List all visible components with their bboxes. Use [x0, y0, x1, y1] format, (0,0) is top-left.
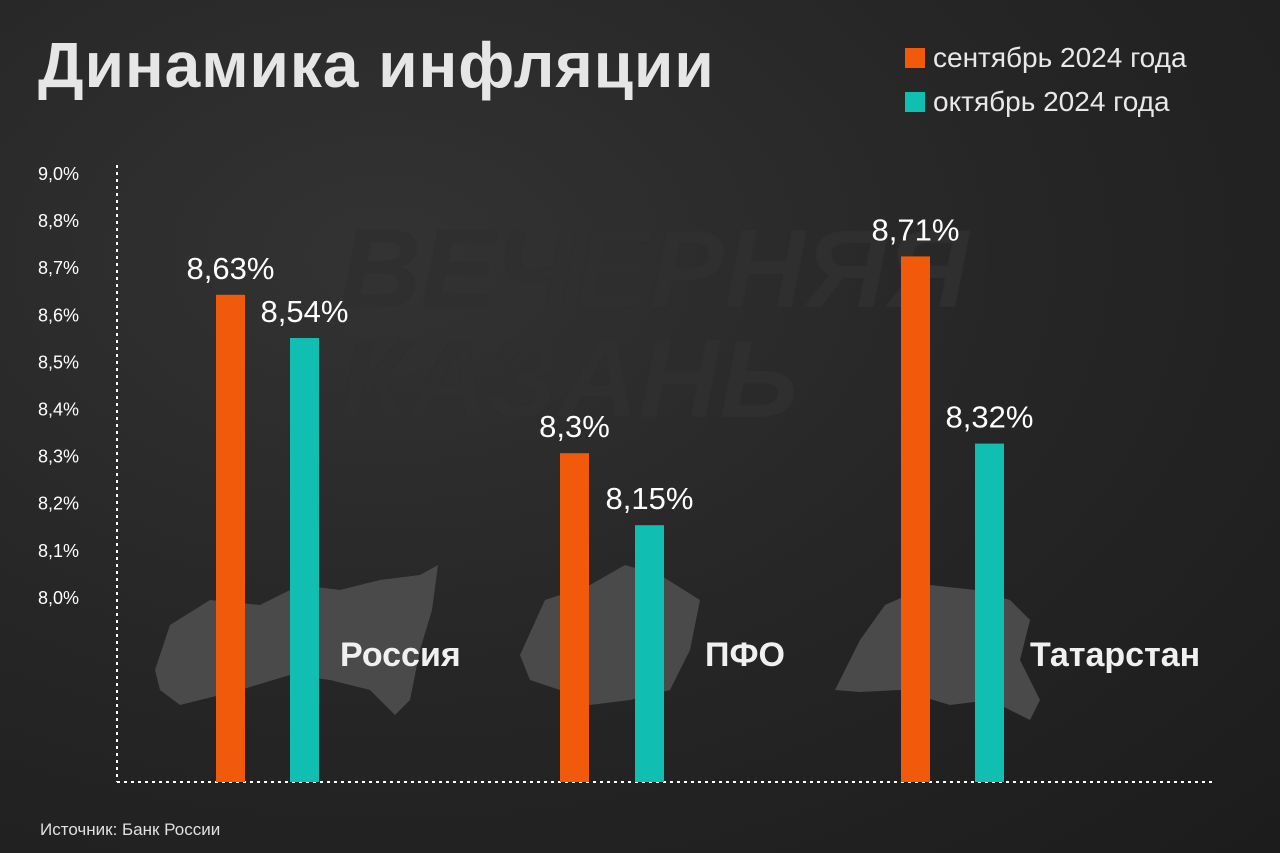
- y-tick-label: 8,5%: [38, 352, 79, 372]
- legend-swatch-october: [905, 92, 925, 112]
- y-tick-label: 8,1%: [38, 541, 79, 561]
- y-tick-label: 8,4%: [38, 400, 79, 420]
- legend-label: сентябрь 2024 года: [933, 42, 1187, 73]
- category-label: Россия: [340, 636, 461, 674]
- data-label: 8,71%: [872, 212, 960, 247]
- data-label: 8,32%: [946, 400, 1034, 435]
- y-tick-label: 8,7%: [38, 258, 79, 278]
- bar-september: [901, 256, 930, 782]
- category-label: Татарстан: [1030, 636, 1200, 674]
- y-tick-label: 8,6%: [38, 305, 79, 325]
- y-tick-label: 8,3%: [38, 447, 79, 467]
- bar-september: [216, 294, 245, 782]
- data-label: 8,15%: [606, 481, 694, 516]
- data-label: 8,54%: [261, 294, 349, 329]
- page-title: Динамика инфляции: [38, 29, 715, 101]
- y-tick-label: 8,0%: [38, 588, 79, 608]
- y-tick-label: 8,2%: [38, 494, 79, 514]
- pfo-map: [520, 565, 700, 705]
- source-note: Источник: Банк России: [40, 820, 221, 839]
- y-tick-label: 9,0%: [38, 164, 79, 184]
- legend: сентябрь 2024 года октябрь 2024 года: [905, 36, 1187, 124]
- bar-september: [560, 453, 589, 782]
- watermark-logo: [330, 210, 1070, 470]
- category-label: ПФО: [705, 636, 785, 674]
- legend-swatch-september: [905, 48, 925, 68]
- tatarstan-map: [835, 585, 1040, 720]
- y-tick-label: 8,8%: [38, 211, 79, 231]
- data-label: 8,3%: [539, 409, 610, 444]
- data-label: 8,63%: [187, 251, 275, 286]
- bar-october: [290, 338, 319, 782]
- legend-item-september: сентябрь 2024 года: [905, 36, 1187, 80]
- legend-item-october: октябрь 2024 года: [905, 80, 1187, 124]
- bar-october: [635, 525, 664, 782]
- legend-label: октябрь 2024 года: [933, 86, 1170, 117]
- bar-october: [975, 443, 1004, 782]
